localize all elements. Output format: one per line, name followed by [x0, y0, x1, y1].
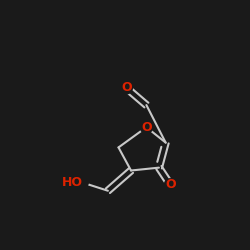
Text: HO: HO	[62, 176, 83, 188]
Text: O: O	[165, 178, 176, 192]
Text: O: O	[121, 81, 132, 94]
Circle shape	[74, 175, 88, 190]
Circle shape	[140, 121, 152, 133]
Text: O: O	[141, 121, 152, 134]
Circle shape	[120, 82, 132, 94]
Circle shape	[164, 179, 177, 191]
